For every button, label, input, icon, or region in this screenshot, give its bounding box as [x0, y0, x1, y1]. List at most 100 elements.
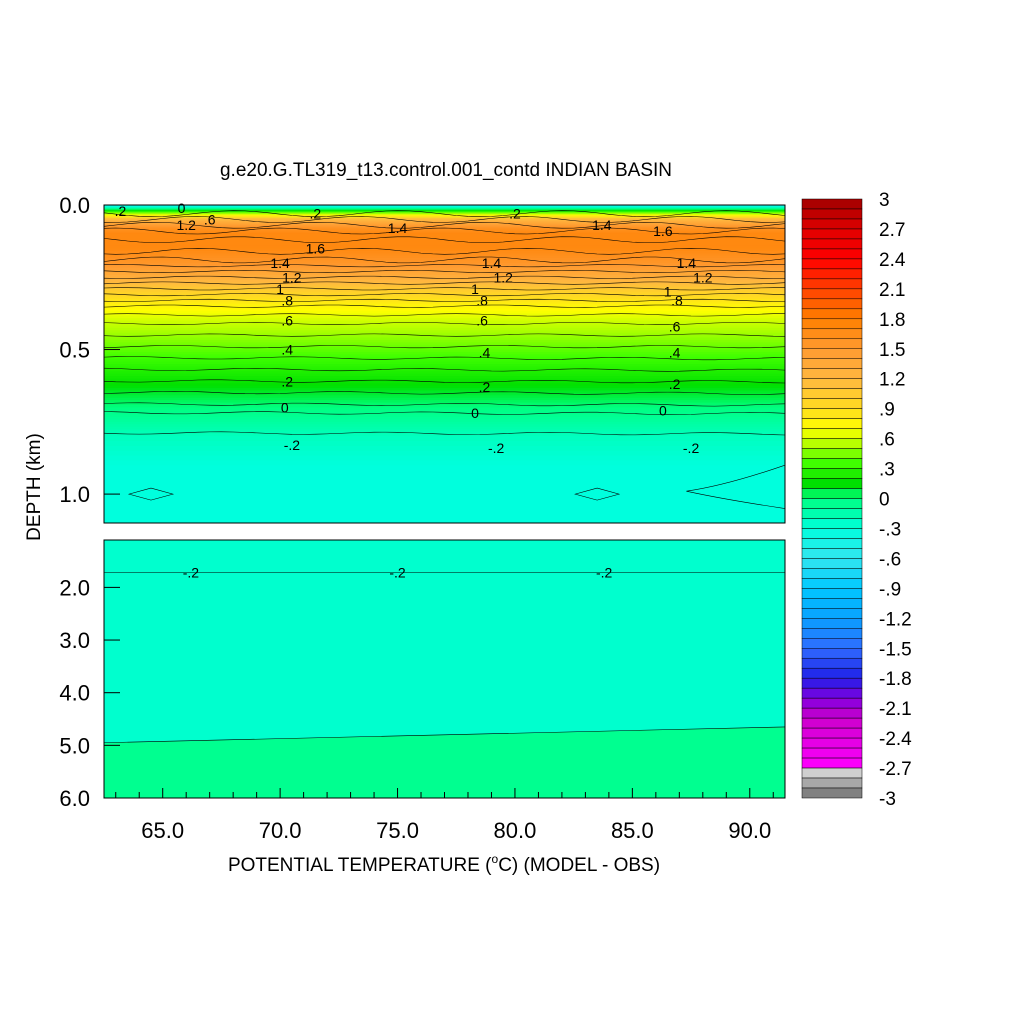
color-band	[104, 207, 785, 210]
color-band	[104, 231, 785, 233]
color-band	[104, 455, 785, 461]
color-band	[104, 508, 785, 514]
contour-label: 0	[178, 200, 186, 216]
contour-label: 0	[281, 399, 289, 415]
contour-label: .2	[115, 203, 127, 219]
colorbar-box	[801, 638, 863, 649]
color-band	[104, 282, 785, 286]
color-band	[104, 231, 785, 234]
contour-label: 1.6	[306, 240, 326, 256]
colorbar-tick-label: -2.1	[879, 699, 912, 720]
colorbar-box	[801, 308, 863, 320]
color-band	[104, 371, 785, 375]
color-band	[104, 209, 785, 212]
colorbar-tick-label: -1.5	[879, 639, 912, 660]
color-band	[104, 465, 785, 471]
contour-line	[104, 402, 785, 407]
colorbar-box	[801, 777, 863, 789]
contour-label: .8	[281, 292, 293, 308]
colorbar-box	[801, 498, 863, 509]
lower-color-bands	[104, 540, 785, 798]
color-band	[104, 205, 785, 208]
colorbar-box	[801, 258, 863, 270]
color-band	[104, 277, 785, 281]
contour-label: .2	[509, 206, 521, 222]
color-band	[104, 228, 785, 230]
colorbar-box	[801, 578, 863, 589]
x-tick-label: 70.0	[259, 818, 302, 843]
color-band	[104, 306, 785, 310]
contour-line	[104, 356, 785, 361]
contour-label: 1.4	[592, 217, 612, 233]
upper-contour-labels: .2 01.2.6.21.4.21.4 1.61.61.41.21.8.6.4.20…	[115, 200, 713, 456]
contour-line	[686, 464, 785, 509]
contour-label: .6	[204, 211, 216, 227]
color-band	[104, 376, 785, 380]
upper-y-axis: 0.0 0.5 1.0	[59, 193, 120, 507]
contour-line	[104, 304, 785, 308]
color-band	[104, 226, 785, 229]
color-band	[104, 258, 785, 262]
colorbar-box	[801, 268, 863, 280]
colorbar-labels: 3 2.7 2.4 2.1 1.8 1.5 1.2 .9 .6 .3 0 -.3 -.6 -.9 -1.2 -…	[879, 190, 912, 810]
contour-loop	[127, 487, 175, 501]
color-band	[104, 470, 785, 476]
y-tick-label: 2.0	[59, 575, 90, 600]
colorbar-box	[801, 408, 863, 419]
color-band	[104, 349, 785, 353]
colorbar-tick-label: 1.2	[879, 370, 905, 391]
color-band	[104, 230, 785, 232]
y-tick-label: 6.0	[59, 786, 90, 811]
contour-loop	[574, 487, 621, 501]
contour-label: 1.2	[493, 269, 513, 285]
color-band	[104, 274, 785, 278]
contour-label: .8	[476, 292, 488, 308]
x-tick-label: 90.0	[728, 818, 771, 843]
contour-line	[104, 313, 785, 317]
color-band	[104, 220, 785, 223]
color-band	[104, 351, 785, 355]
contour-label: .2	[310, 206, 322, 222]
color-band	[104, 378, 785, 382]
color-band	[104, 498, 785, 505]
contour-line	[104, 270, 785, 273]
color-band	[104, 245, 785, 249]
color-band	[104, 212, 785, 215]
color-band	[104, 373, 785, 377]
contour-label: .4	[281, 342, 293, 358]
contour-line	[104, 248, 785, 255]
colorbar-box	[801, 588, 863, 599]
contour-line	[104, 379, 785, 384]
colorbar-box	[801, 508, 863, 519]
color-band	[104, 325, 785, 329]
color-band	[104, 503, 785, 510]
color-band	[104, 205, 785, 207]
colorbar-box	[801, 358, 863, 369]
color-band	[104, 311, 785, 315]
upper-panel: .2 01.2.6.21.4.21.4 1.61.61.41.21.8.6.4.20…	[59, 193, 786, 524]
colorbar-box	[801, 478, 863, 489]
contour-label: -.2	[683, 440, 700, 456]
colorbar-tick-label: .6	[879, 430, 895, 451]
contour-line	[104, 275, 785, 279]
colorbar-box	[801, 747, 863, 759]
contour-label: -.2	[284, 437, 301, 453]
contour-line	[104, 287, 785, 291]
contour-line	[104, 281, 785, 285]
y-tick-label: 4.0	[59, 681, 90, 706]
color-band	[104, 332, 785, 336]
y-tick-label: 0.0	[59, 193, 90, 218]
contour-label: 1	[664, 284, 672, 300]
colorbar-box	[801, 727, 863, 739]
color-band	[104, 210, 785, 213]
color-band	[104, 218, 785, 221]
contour-label: 1.4	[482, 255, 502, 271]
x-tick-label: 85.0	[611, 818, 654, 843]
colorbar-box	[801, 418, 863, 429]
colorbar-box	[801, 628, 863, 639]
colorbar-tick-label: 3	[879, 190, 890, 211]
colorbar-box	[801, 458, 863, 469]
colorbar-box	[801, 568, 863, 579]
colorbar-box	[801, 468, 863, 479]
color-band	[104, 450, 785, 457]
